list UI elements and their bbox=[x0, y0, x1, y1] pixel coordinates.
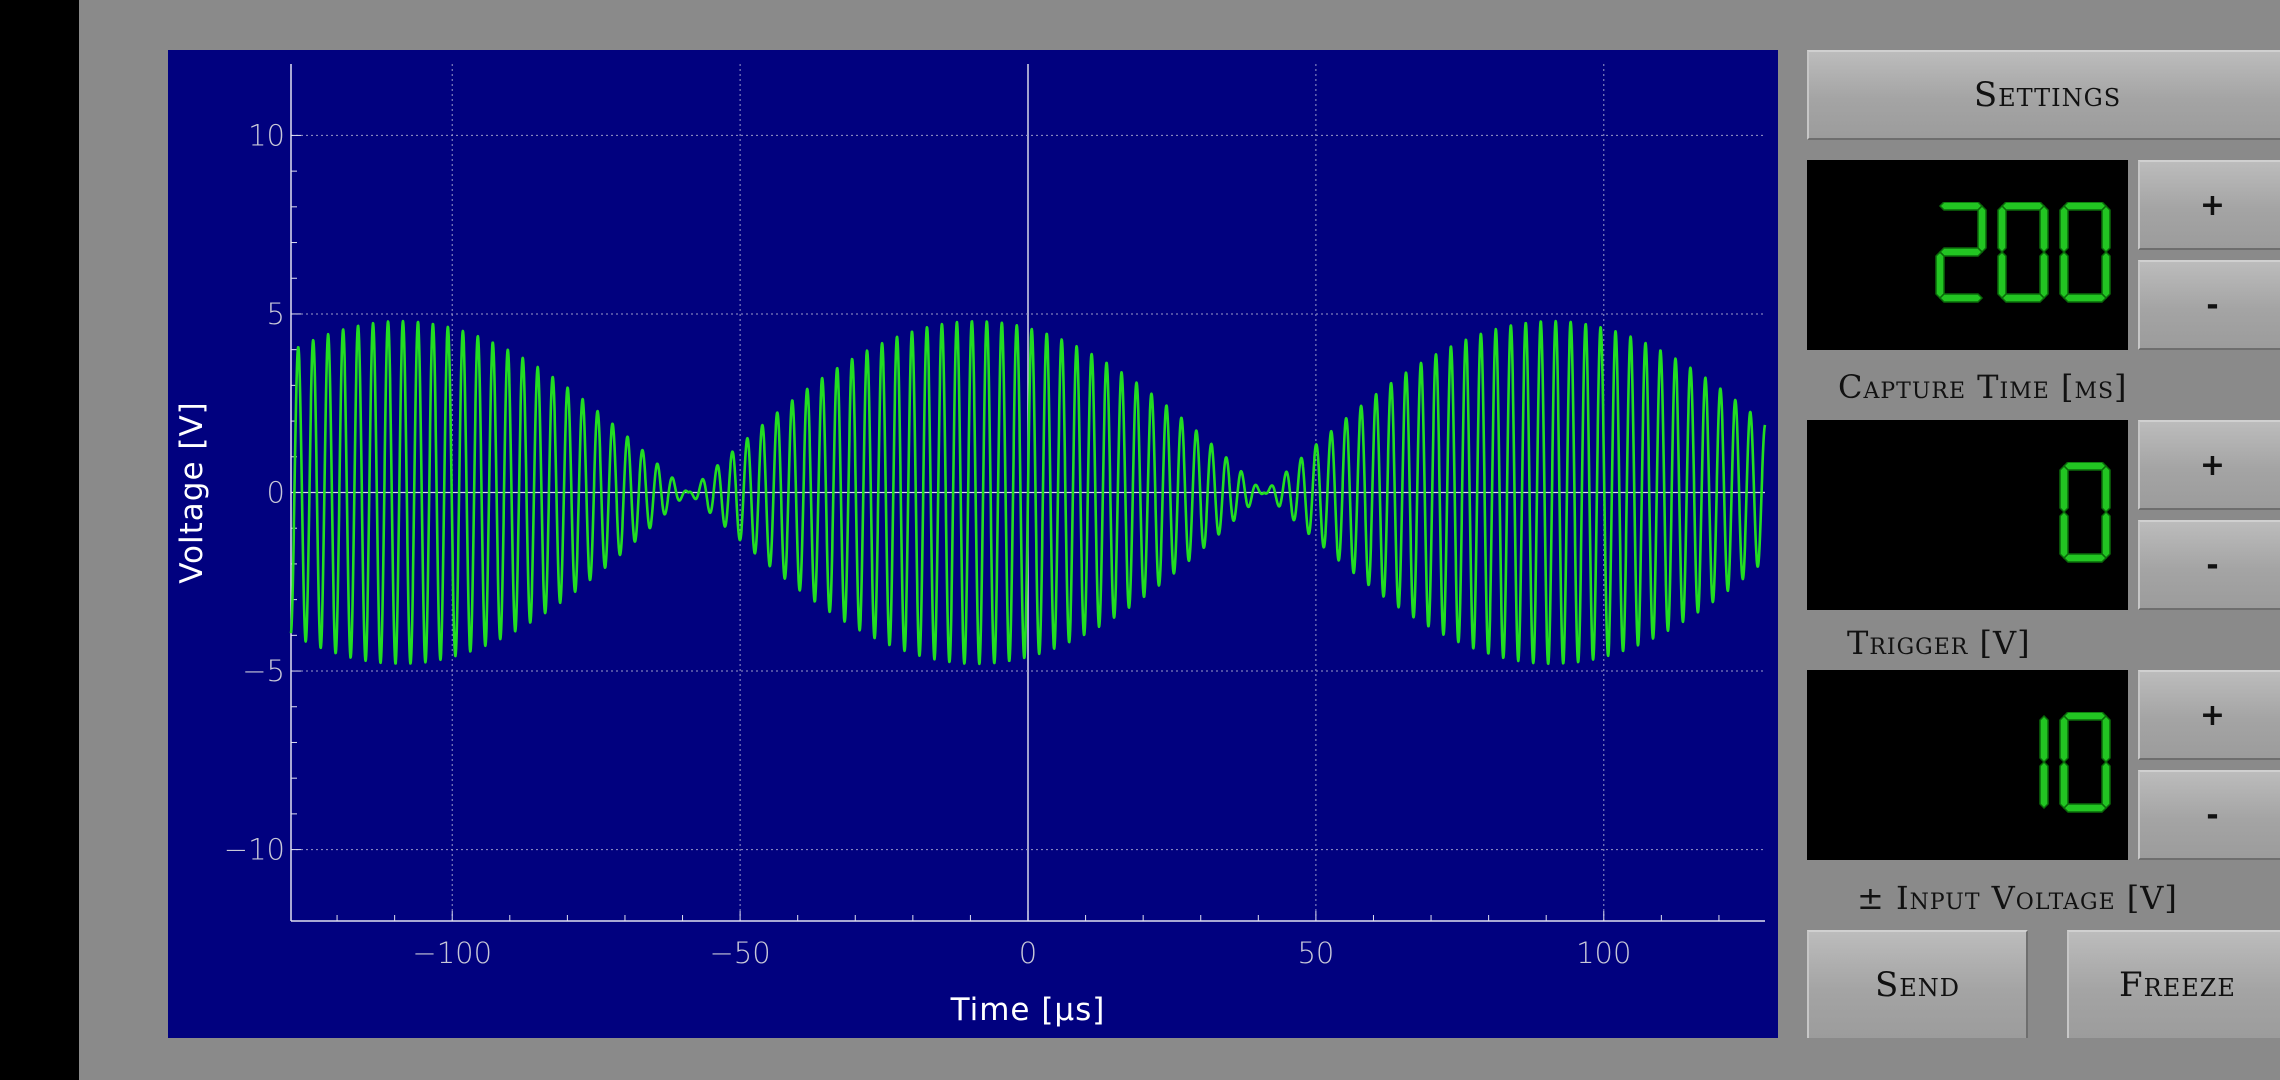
x-tick-label: 100 bbox=[1576, 936, 1631, 970]
capture-time-plus-button[interactable]: + bbox=[2138, 160, 2280, 250]
capture-time-digits bbox=[1935, 202, 2111, 303]
trigger-minus-button[interactable]: - bbox=[2138, 520, 2280, 610]
trigger-display bbox=[1807, 420, 2128, 610]
grid bbox=[291, 64, 1765, 921]
seven-segment-digit bbox=[2039, 714, 2049, 810]
trigger-digits bbox=[2059, 462, 2111, 563]
y-tick-label: −10 bbox=[224, 833, 285, 867]
settings-button[interactable]: Settings bbox=[1807, 50, 2280, 140]
waveform-trace bbox=[289, 319, 1767, 666]
input-voltage-display bbox=[1807, 670, 2128, 860]
input-voltage-caption: ± Input Voltage [V] bbox=[1857, 879, 2178, 917]
y-tick-label: 0 bbox=[267, 476, 285, 510]
seven-segment-digit bbox=[2059, 712, 2111, 813]
waveform-plot[interactable]: −100 −50 0 50 100 10 5 0 −5 −10 Time [µs] Voltage… bbox=[168, 50, 1778, 1038]
send-button[interactable]: Send bbox=[1807, 930, 2028, 1038]
input-voltage-digits bbox=[2039, 712, 2111, 813]
y-axis-title: Voltage [V] bbox=[174, 401, 210, 584]
input-voltage-minus-button[interactable]: - bbox=[2138, 770, 2280, 860]
y-tick-label: 5 bbox=[267, 297, 285, 331]
x-tick-label: −50 bbox=[710, 936, 771, 970]
x-axis-title: Time [µs] bbox=[950, 992, 1106, 1028]
x-tick-label: −100 bbox=[412, 936, 492, 970]
x-tick-label: 0 bbox=[1019, 936, 1037, 970]
y-tick-label: 10 bbox=[248, 118, 285, 152]
x-tick-label: 50 bbox=[1297, 936, 1334, 970]
input-voltage-plus-button[interactable]: + bbox=[2138, 670, 2280, 760]
oscilloscope-app: −100 −50 0 50 100 10 5 0 −5 −10 Time [µs] Voltage… bbox=[79, 0, 2280, 1080]
trigger-caption: Trigger [V] bbox=[1847, 624, 2031, 662]
trigger-plus-button[interactable]: + bbox=[2138, 420, 2280, 510]
y-tick-label: −5 bbox=[242, 654, 285, 688]
seven-segment-digit bbox=[1935, 202, 1987, 303]
trace-layer bbox=[289, 319, 1767, 666]
freeze-button[interactable]: Freeze bbox=[2067, 930, 2280, 1038]
control-panel: Settings + - Capture Time [µs] + - Trigg… bbox=[1807, 50, 2280, 1038]
seven-segment-digit bbox=[2059, 202, 2111, 303]
seven-segment-digit bbox=[2059, 462, 2111, 563]
capture-time-display bbox=[1807, 160, 2128, 350]
seven-segment-digit bbox=[1997, 202, 2049, 303]
capture-time-caption: Capture Time [µs] bbox=[1838, 368, 2128, 406]
capture-time-minus-button[interactable]: - bbox=[2138, 260, 2280, 350]
